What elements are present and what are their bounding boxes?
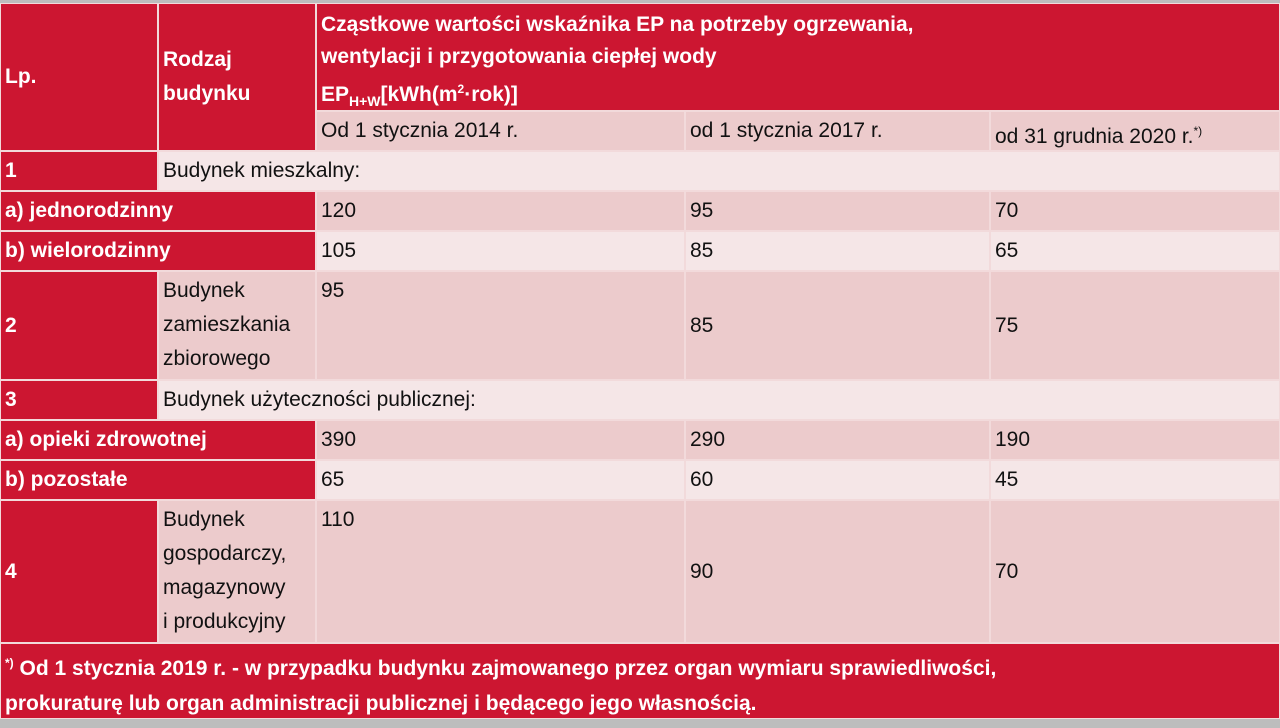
title-l1: Cząstkowe wartości wskaźnika EP na potrz… xyxy=(321,13,914,36)
r2-v2-text: 85 xyxy=(690,313,714,337)
r1a-v1: 120 xyxy=(316,191,685,231)
u2: H+W xyxy=(349,93,381,110)
footnote-l1: *) Od 1 stycznia 2019 r. - w przypadku b… xyxy=(5,646,1275,686)
footnote-l2: prokuraturę lub organ administracji publ… xyxy=(5,692,757,715)
title-unit: EPH+W[kWh(m2·rok)] xyxy=(321,73,1275,117)
r3a-v1: 390 xyxy=(316,420,685,460)
u5: ·rok)] xyxy=(464,83,518,106)
u3: [kWh(m xyxy=(380,83,458,106)
r3b-v3: 45 xyxy=(990,460,1280,500)
r3b-v2: 60 xyxy=(685,460,990,500)
footnote: *) Od 1 stycznia 2019 r. - w przypadku b… xyxy=(0,643,1280,719)
r1b-v1: 105 xyxy=(316,231,685,271)
r2-v3-text: 75 xyxy=(995,313,1019,337)
col3-sup: *) xyxy=(1193,124,1203,138)
r4-l2: gospodarczy, xyxy=(163,542,287,565)
r4-v2: 90 xyxy=(685,500,990,643)
footnote-l1-text: Od 1 stycznia 2019 r. - w przypadku budy… xyxy=(13,657,997,680)
header-rodzaj-l2: budynku xyxy=(163,82,251,105)
r1b-label: b) wielorodzinny xyxy=(0,231,316,271)
r4-v3: 70 xyxy=(990,500,1280,643)
r3a-v2: 290 xyxy=(685,420,990,460)
r2-lp-text: 2 xyxy=(5,313,17,337)
r4-v2-text: 90 xyxy=(690,559,714,583)
header-lp-text: Lp. xyxy=(5,65,37,88)
r1-lp: 1 xyxy=(0,151,158,191)
r2-l1: Budynek xyxy=(163,279,245,302)
r1-label: Budynek mieszkalny: xyxy=(158,151,1280,191)
r3a-label: a) opieki zdrowotnej xyxy=(0,420,316,460)
r2-v2: 85 xyxy=(685,271,990,380)
col2-header: od 1 stycznia 2017 r. xyxy=(685,111,990,151)
r2-l3: zbiorowego xyxy=(163,347,271,370)
r3b-label: b) pozostałe xyxy=(0,460,316,500)
r4-v1: 110 xyxy=(316,500,685,643)
r4-lp-text: 4 xyxy=(5,559,17,583)
r1a-label: a) jednorodzinny xyxy=(0,191,316,231)
r1a-v3: 70 xyxy=(990,191,1280,231)
r1b-v2: 85 xyxy=(685,231,990,271)
header-rodzaj-l1: Rodzaj xyxy=(163,48,232,71)
r2-v3: 75 xyxy=(990,271,1280,380)
r3a-v3: 190 xyxy=(990,420,1280,460)
r4-l1: Budynek xyxy=(163,508,245,531)
r4-l3: magazynowy xyxy=(163,576,286,599)
r4-lp: 4 xyxy=(0,500,158,643)
header-rodzaj: Rodzaj budynku xyxy=(158,3,316,151)
r2-lp: 2 xyxy=(0,271,158,380)
col1-header: Od 1 stycznia 2014 r. xyxy=(316,111,685,151)
r2-v1: 95 xyxy=(316,271,685,380)
u4: 2 xyxy=(457,82,465,96)
r3-lp: 3 xyxy=(0,380,158,420)
col3-header: od 31 grudnia 2020 r.*) xyxy=(990,111,1280,151)
r4-l4: i produkcyjny xyxy=(163,610,286,633)
header-lp: Lp. xyxy=(0,3,158,151)
footnote-sup: *) xyxy=(5,656,14,670)
r2-l2: zamieszkania xyxy=(163,313,291,336)
r3b-v1: 65 xyxy=(316,460,685,500)
header-title: Cząstkowe wartości wskaźnika EP na potrz… xyxy=(316,3,1280,111)
r1b-v3: 65 xyxy=(990,231,1280,271)
r1a-v2: 95 xyxy=(685,191,990,231)
r4-v3-text: 70 xyxy=(995,559,1019,583)
title-l2: wentylacji i przygotowania ciepłej wody xyxy=(321,45,717,68)
r2-label: Budynek zamieszkania zbiorowego xyxy=(158,271,316,380)
col3-text: od 31 grudnia 2020 r. xyxy=(995,125,1194,148)
r4-label: Budynek gospodarczy, magazynowy i produkcyj… xyxy=(158,500,316,643)
r3-label: Budynek użyteczności publicznej: xyxy=(158,380,1280,420)
u1: EP xyxy=(321,83,350,106)
